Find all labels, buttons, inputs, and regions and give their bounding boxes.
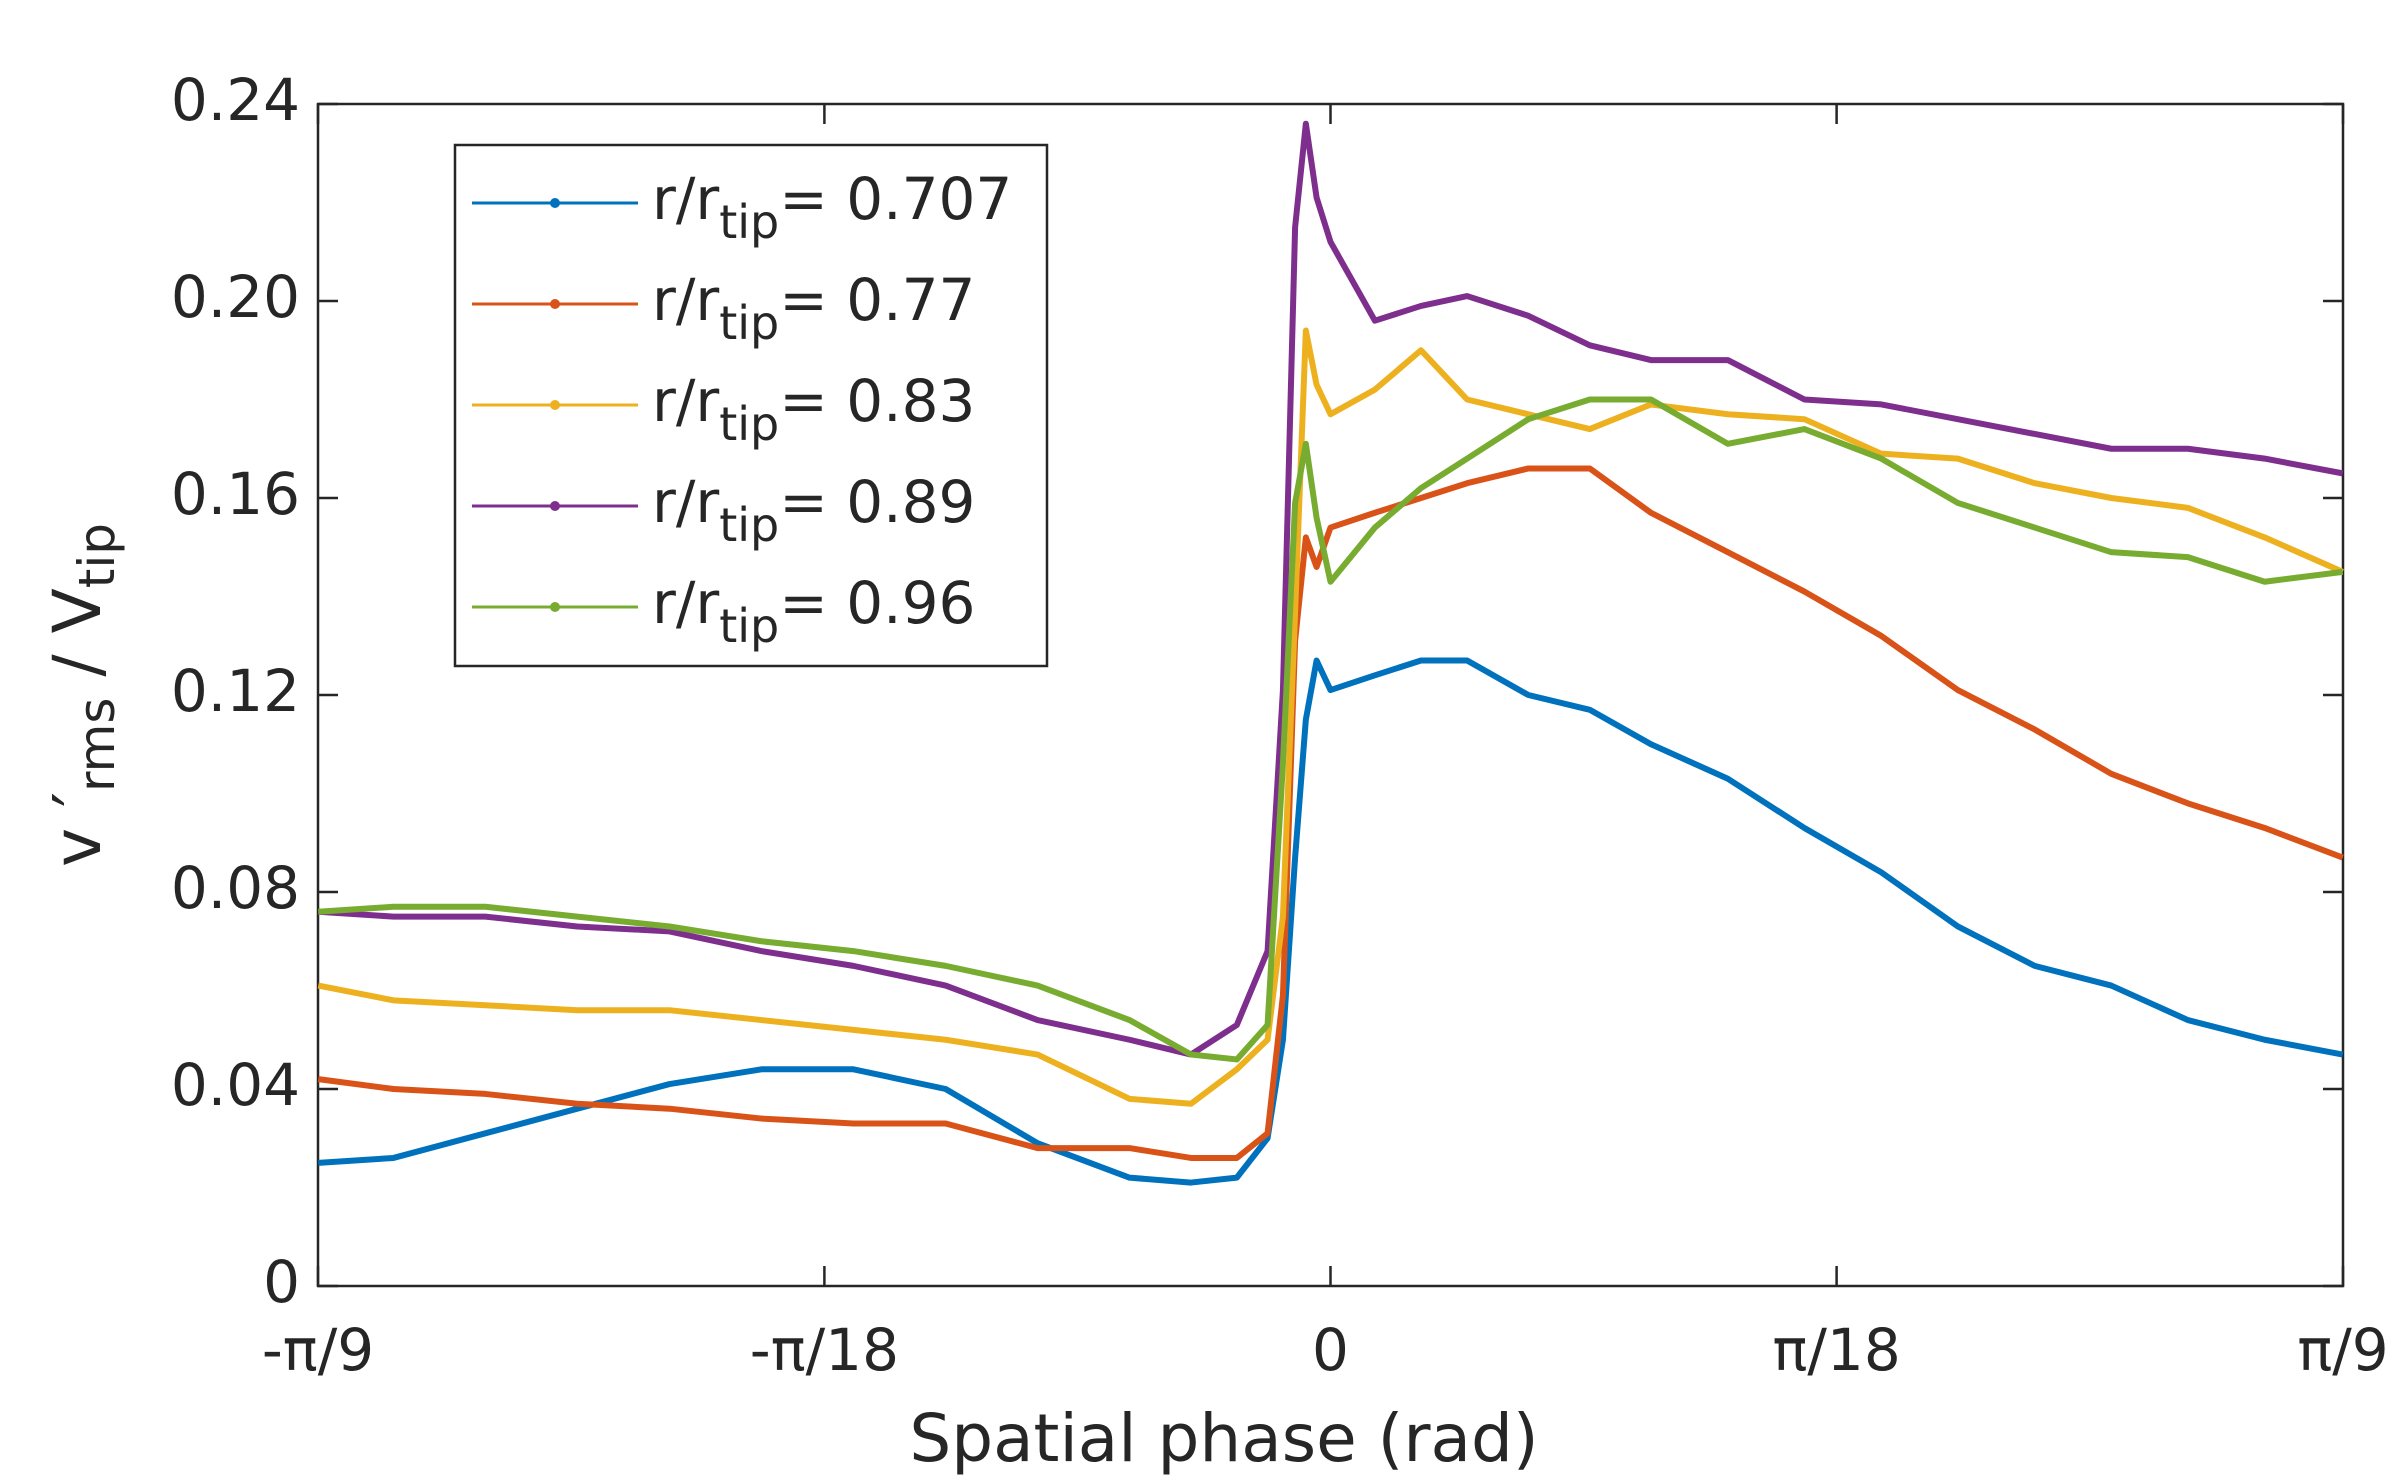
- y-tick-label: 0.12: [171, 657, 300, 725]
- y-tick-label: 0.16: [171, 460, 300, 528]
- legend-label: r/rtip= 0.96: [652, 569, 975, 652]
- y-tick-label: 0: [263, 1248, 300, 1316]
- legend-label: r/rtip= 0.83: [652, 367, 975, 450]
- x-tick-label: -π/18: [750, 1316, 899, 1384]
- y-tick-label: 0.24: [171, 66, 300, 134]
- legend-label: r/rtip= 0.77: [652, 266, 975, 349]
- x-axis-label: Spatial phase (rad): [909, 1400, 1538, 1477]
- legend-label-part: = 0.89: [779, 468, 975, 536]
- series-line: [317, 327, 2344, 1107]
- y-axis-label-part: tip: [68, 523, 126, 588]
- legend-marker: [550, 501, 560, 511]
- legend-marker: [550, 198, 560, 208]
- y-axis-label: v ′rms / Vtip: [39, 523, 125, 867]
- y-axis-label-part: rms: [68, 698, 126, 792]
- legend-marker: [550, 400, 560, 410]
- series-line: [318, 120, 2344, 1058]
- legend-label-part: = 0.83: [779, 367, 975, 435]
- legend-marker: [550, 602, 560, 612]
- legend-label-part: tip: [719, 498, 779, 552]
- legend-label-part: tip: [719, 195, 779, 249]
- y-tick-label: 0.04: [171, 1051, 300, 1119]
- legend-label: r/rtip= 0.707: [652, 165, 1012, 248]
- legend-label-part: tip: [719, 397, 779, 451]
- x-tick-label: π/18: [1772, 1316, 1900, 1384]
- y-tick-label: 0.08: [171, 854, 300, 922]
- legend-label-part: = 0.77: [779, 266, 975, 334]
- legend-label: r/rtip= 0.89: [652, 468, 975, 551]
- x-tick-label: -π/9: [262, 1316, 374, 1384]
- legend-label-part: tip: [719, 296, 779, 350]
- y-axis-label-part: / V: [39, 588, 116, 697]
- legend-label-part: r/r: [652, 468, 719, 536]
- legend-label-part: = 0.707: [779, 165, 1012, 233]
- legend-label-part: r/r: [652, 165, 719, 233]
- legend-label-part: tip: [719, 599, 779, 653]
- legend-marker: [550, 299, 560, 309]
- x-tick-label: π/9: [2297, 1316, 2388, 1384]
- legend-label-part: r/r: [652, 569, 719, 637]
- legend-label-part: r/r: [652, 266, 719, 334]
- series-line: [317, 465, 2344, 1161]
- y-tick-label: 0.20: [171, 263, 300, 331]
- series-line: [318, 396, 2344, 1063]
- y-axis-label-part: v ′: [39, 792, 116, 867]
- legend-label-part: r/r: [652, 367, 719, 435]
- legend-label-part: = 0.96: [779, 569, 975, 637]
- series-line: [318, 657, 2344, 1186]
- x-tick-label: 0: [1312, 1316, 1349, 1384]
